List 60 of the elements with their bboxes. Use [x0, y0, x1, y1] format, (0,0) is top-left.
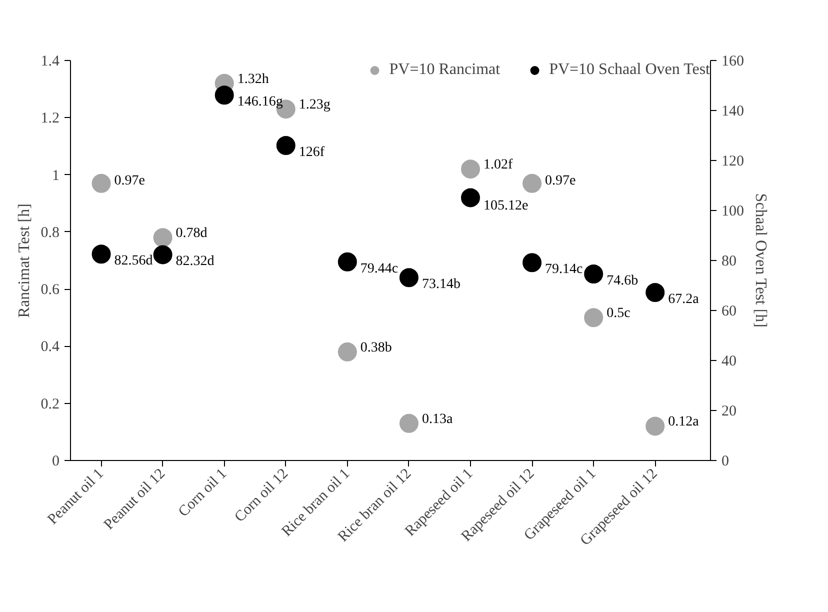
y2-tick-label: 120	[722, 154, 744, 170]
data-label: 0.97e	[114, 173, 145, 188]
y-tick-label: 1.4	[40, 54, 60, 70]
y2-tick-label: 100	[722, 204, 744, 220]
point	[584, 264, 604, 284]
y2-tick-label: 160	[722, 54, 744, 70]
y2-tick-label: 0	[722, 454, 729, 470]
data-label: 0.12a	[668, 414, 700, 430]
y-tick-label: 1	[52, 168, 60, 184]
point	[276, 136, 296, 155]
data-label: 105.12e	[484, 198, 528, 214]
data-label: 82.32d	[176, 254, 214, 270]
point	[399, 268, 418, 288]
y-tick-label: 0.4	[40, 339, 60, 356]
y2-tick-label: 20	[722, 404, 736, 420]
point	[214, 86, 234, 105]
point	[92, 244, 111, 264]
y2-axis-title: Schaal Oven Test [h]	[752, 193, 769, 328]
point	[646, 283, 665, 302]
data-label: 67.2a	[668, 292, 700, 307]
point	[646, 416, 665, 436]
point	[522, 174, 542, 193]
y-tick-label: 0.2	[40, 396, 60, 412]
data-label: 0.13a	[422, 412, 454, 427]
point	[338, 342, 357, 362]
point	[153, 245, 172, 264]
y2-tick-label: 140	[722, 104, 744, 120]
data-label: 82.56d	[114, 254, 153, 269]
data-label: 126f	[298, 145, 325, 160]
point	[338, 252, 357, 272]
point	[461, 188, 480, 208]
data-label: 79.44c	[360, 261, 398, 276]
data-label: 0.38b	[360, 340, 392, 356]
y-tick-label: 1.2	[40, 110, 60, 127]
point	[92, 174, 111, 193]
y2-tick-label: 60	[722, 304, 736, 320]
data-label: 73.14b	[422, 277, 460, 292]
data-label: 146.16g	[237, 94, 283, 110]
x-tick-label: Corn oil 1	[176, 466, 230, 520]
data-label: 0.5c	[606, 306, 630, 322]
data-label: 74.6b	[606, 274, 638, 288]
y-tick-label: 0.8	[40, 224, 60, 241]
y-tick-label: 0	[52, 454, 60, 470]
legend-label: PV=10 Rancimat	[389, 61, 500, 79]
point	[399, 414, 418, 433]
legend-label: PV=10 Schaal Oven Test	[549, 61, 710, 79]
point	[153, 228, 172, 248]
data-label: 1.32h	[237, 72, 269, 87]
data-label: 79.14c	[545, 262, 583, 278]
point	[461, 160, 480, 179]
y-tick-label: 0.6	[40, 282, 60, 298]
data-label: 0.78d	[176, 226, 208, 242]
data-label: 1.23g	[298, 98, 330, 113]
point	[584, 308, 604, 328]
point	[522, 253, 542, 272]
data-label: 0.97e	[545, 173, 576, 188]
y2-tick-label: 40	[722, 354, 736, 370]
y2-tick-label: 80	[722, 254, 736, 270]
data-label: 1.02f	[484, 158, 513, 173]
y-axis-title: Rancimat Test [h]	[16, 204, 33, 318]
